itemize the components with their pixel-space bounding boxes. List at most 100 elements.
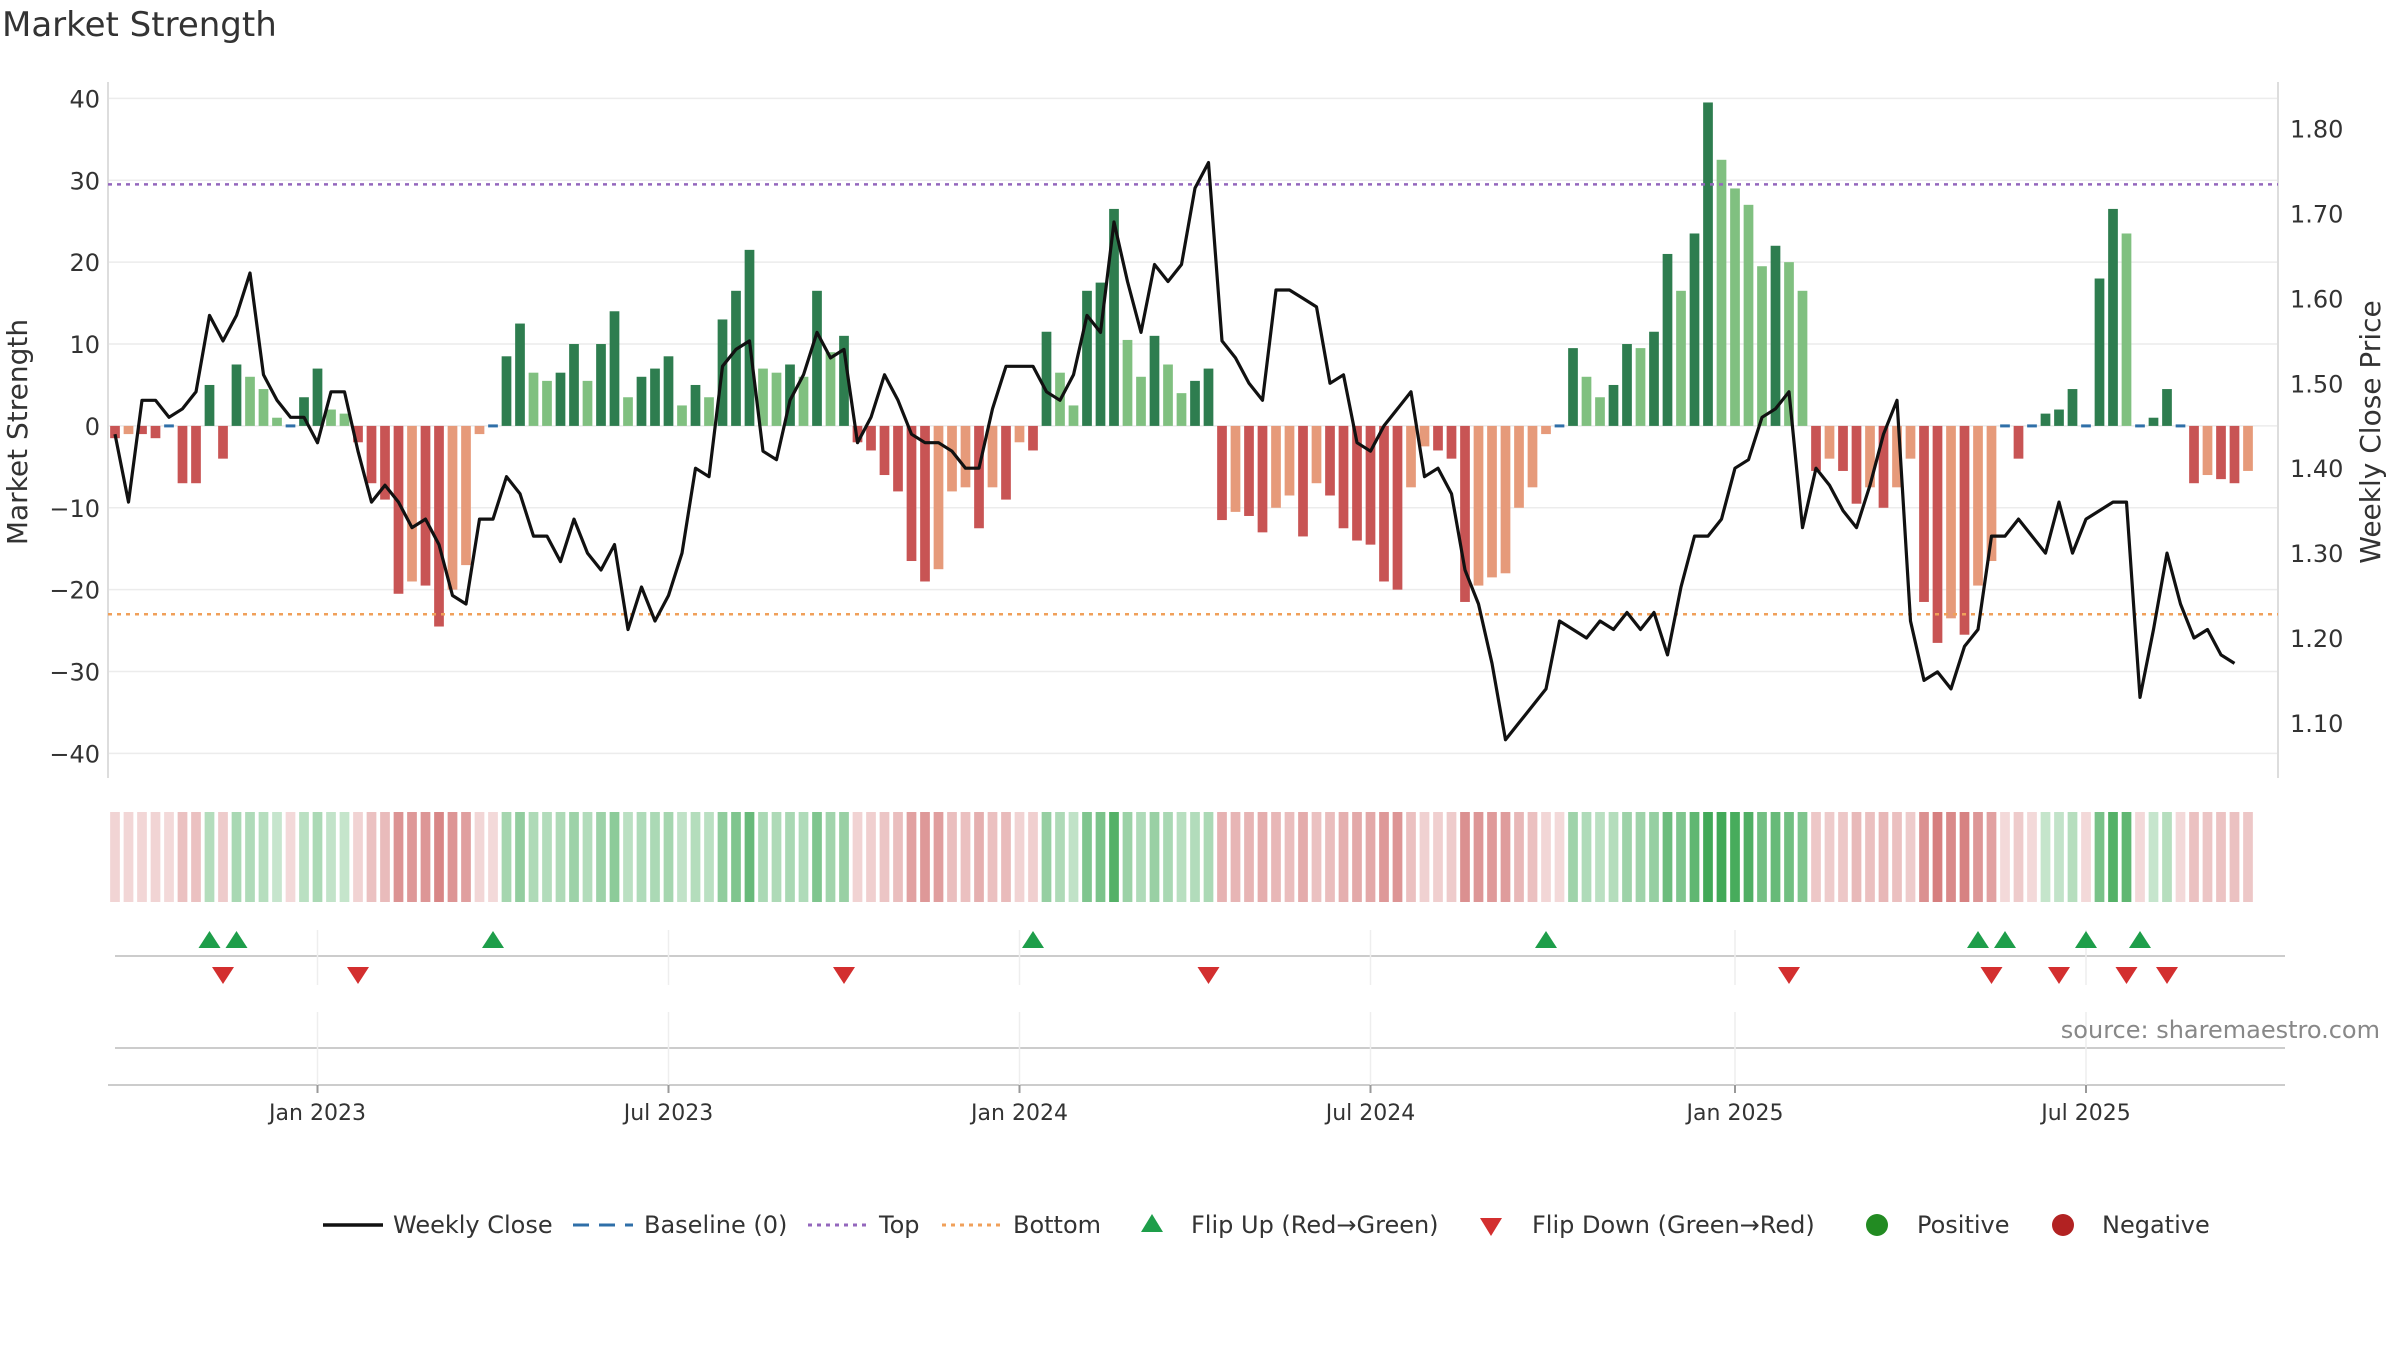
heat-cell [1217,812,1227,902]
heat-cell [447,812,458,902]
flip-up-marker [1022,931,1044,948]
strength-bar [1514,425,1524,508]
strength-bar [569,344,579,426]
heat-cell [515,812,525,902]
strength-bar [258,389,269,426]
strength-bar [191,425,201,484]
strength-bar [1190,380,1200,426]
heat-cell [1068,812,1079,902]
strength-bar [947,425,957,492]
heat-cell [1271,812,1281,902]
right-axis-ticks: 1.80 1.70 1.60 1.50 1.40 1.30 1.20 1.10 [2290,116,2343,738]
strength-bar [1608,384,1619,426]
strength-bar [1028,425,1038,451]
heat-cell [218,812,228,902]
heat-cell [2027,812,2037,902]
heat-cell [2175,812,2186,902]
heat-cell [1662,812,1673,902]
heat-cell [150,812,161,902]
heat-cell [1122,812,1133,902]
heat-cell [1527,812,1538,902]
strength-bar [1595,397,1605,426]
flip-up-marker [482,931,504,948]
heat-cell [1163,812,1173,902]
strength-bar [798,376,809,426]
strength-bar [866,425,876,451]
strength-bar [812,290,822,426]
strength-bar [1892,425,1902,488]
heat-cell [1325,812,1335,902]
strength-bar [2189,425,2199,484]
heat-cell [2216,812,2226,902]
flip-down-marker [1980,967,2003,984]
strength-bar [299,397,309,426]
heat-cell [1487,812,1497,902]
x-tick-label: Jul 2024 [1324,1101,1416,1126]
heat-cell [744,812,755,902]
heat-cell [2013,812,2024,902]
legend-positive-label: Positive [1917,1211,2010,1239]
heat-cell [1730,812,1740,902]
strength-bar [1824,425,1835,459]
heat-cell [1284,812,1295,902]
strength-bar [1230,425,1241,512]
strength-bar [1851,425,1862,504]
strength-bar [704,397,714,426]
strength-bar [1743,204,1754,426]
strength-bar [1865,425,1875,488]
heat-cell [1176,812,1187,902]
strength-bar [245,376,255,426]
strength-bar [2040,413,2051,426]
heat-cell [1919,812,1929,902]
strength-bar [1095,282,1106,426]
strength-bar [636,376,647,426]
flip-down-marker [212,967,234,984]
heat-cell [1149,812,1160,902]
heat-cell [501,812,512,902]
heat-cell [258,812,269,902]
strength-bar [960,425,971,488]
heat-cell [393,812,404,902]
heat-cell [1568,812,1578,902]
heat-cell [339,812,350,902]
strength-bar [663,356,674,426]
strength-bar [1473,425,1484,586]
heat-cell [2000,812,2010,902]
heat-cell [1365,812,1376,902]
heat-cell [771,812,782,902]
flip-markers-panel [115,930,2285,985]
heat-cell [1608,812,1619,902]
strength-bar [920,425,930,582]
strength-bar [1136,376,1146,426]
heat-cell [758,812,768,902]
x-tick-label: Jul 2025 [2039,1101,2131,1126]
heat-cell [1932,812,1943,902]
flip-down-marker [2048,967,2070,984]
heat-cell [123,812,134,902]
strength-bar [1001,425,1011,500]
strength-bar [1298,425,1308,537]
strength-bar [582,380,593,426]
heat-cell [1433,812,1443,902]
left-tick-label: 20 [69,249,100,277]
strength-bar [2067,389,2078,426]
strength-bar [123,425,134,435]
heat-cell [1392,812,1403,902]
left-tick-label: 0 [85,413,100,441]
flip-down-marker [347,967,369,984]
heat-cell [488,812,498,902]
heat-cell [2229,812,2240,902]
heat-cell [1554,812,1565,902]
heat-cell [1446,812,1457,902]
flip-down-marker [1778,967,1800,984]
strength-bar [987,425,998,488]
legend-flip-down-icon [1480,1218,1502,1236]
chart-title: Market Strength [2,5,277,45]
right-tick-label: 1.30 [2290,540,2343,568]
heat-cell [1001,812,1011,902]
heat-cell [933,812,944,902]
x-tick-label: Jan 2023 [267,1101,366,1126]
strength-bar [1122,339,1133,426]
heat-cell [245,812,255,902]
strength-bar [879,425,890,476]
